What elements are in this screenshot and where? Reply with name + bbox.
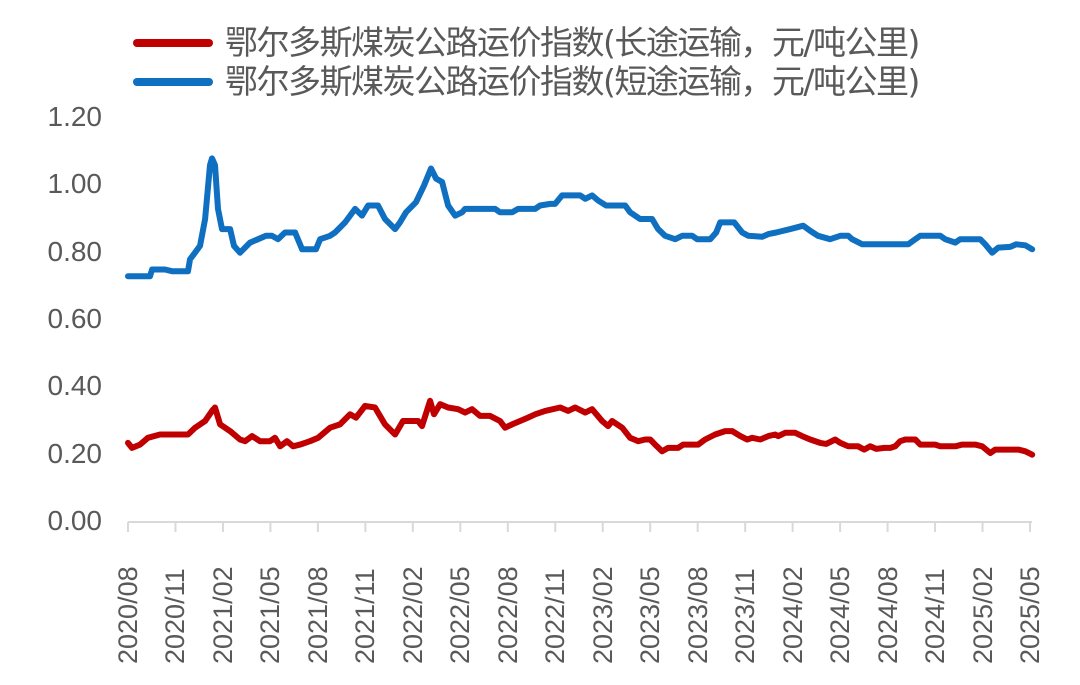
y-tick-label: 0.20 bbox=[47, 437, 103, 469]
x-tick-label: 2021/11 bbox=[350, 568, 381, 664]
y-tick-label: 1.20 bbox=[47, 101, 103, 132]
y-tick-label: 0.80 bbox=[47, 235, 103, 267]
y-tick-label: 0.00 bbox=[47, 505, 103, 536]
x-tick-label: 2023/08 bbox=[682, 566, 713, 664]
x-tick-label: 2021/05 bbox=[255, 566, 286, 664]
legend-label-short-haul: 鄂尔多斯煤炭公路运价指数(短途运输，元/吨公里) bbox=[225, 62, 920, 101]
x-tick-label: 2024/05 bbox=[825, 566, 856, 664]
x-tick-label: 2023/11 bbox=[730, 568, 761, 664]
x-tick-label: 2020/08 bbox=[113, 566, 143, 664]
legend-swatch-red bbox=[133, 39, 213, 47]
y-tick-label: 1.00 bbox=[47, 168, 103, 200]
x-tick-label: 2022/08 bbox=[492, 566, 523, 664]
x-tick-label: 2022/11 bbox=[540, 568, 571, 664]
x-tick-label: 2020/11 bbox=[160, 568, 191, 664]
series-line-long-haul bbox=[125, 397, 1036, 458]
x-tick-label: 2025/05 bbox=[1015, 566, 1045, 664]
x-tick-label: 2021/02 bbox=[207, 566, 238, 664]
x-tick-label: 2021/08 bbox=[302, 566, 333, 664]
x-tick-label: 2023/02 bbox=[587, 566, 618, 664]
y-tick-label: 0.60 bbox=[47, 303, 103, 334]
x-tick-label: 2022/02 bbox=[397, 566, 428, 664]
x-tick-label: 2024/11 bbox=[920, 568, 951, 664]
x-tick-label: 2023/05 bbox=[635, 566, 666, 664]
x-tick-label: 2025/02 bbox=[967, 566, 998, 664]
legend-swatch-blue bbox=[133, 78, 213, 86]
y-tick-label: 0.40 bbox=[47, 370, 103, 402]
legend-label-long-haul: 鄂尔多斯煤炭公路运价指数(长途运输，元/吨公里) bbox=[225, 23, 920, 62]
x-tick-label: 2024/02 bbox=[777, 566, 808, 664]
series-line-short-haul bbox=[125, 155, 1036, 280]
x-tick-label: 2024/08 bbox=[872, 566, 903, 664]
x-tick-label: 2022/05 bbox=[445, 566, 476, 664]
